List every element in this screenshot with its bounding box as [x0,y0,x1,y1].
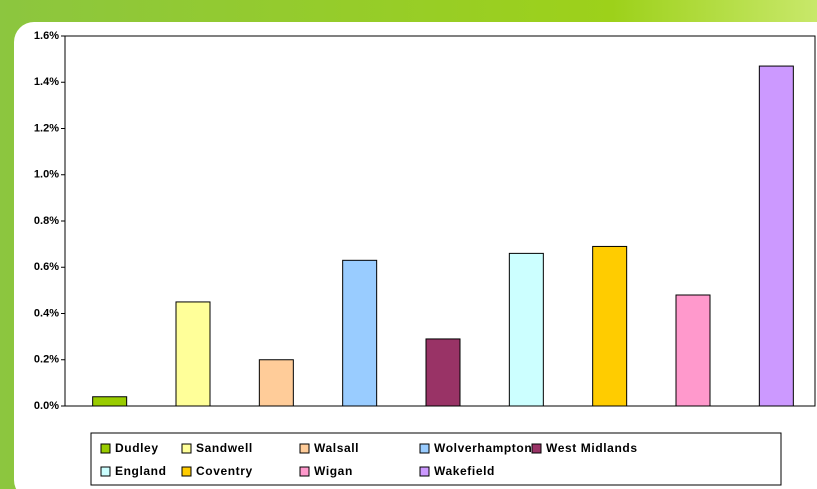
bar [425,338,461,407]
legend-label: Sandwell [196,441,253,455]
y-tick-label: 1.2% [34,122,59,134]
bar [258,359,294,407]
y-tick-label: 1.6% [34,30,59,42]
legend-label: Coventry [196,464,253,478]
y-tick-label: 1.4% [34,76,59,88]
legend-label: Dudley [115,441,159,455]
legend-swatch [531,443,542,454]
bar [342,259,378,407]
legend-label: Wolverhampton [434,441,532,455]
legend-label: West Midlands [546,441,638,455]
legend-label: Walsall [314,441,359,455]
bar [508,252,544,407]
legend [90,432,782,486]
bar [758,65,794,407]
y-tick-label: 0.0% [34,400,59,412]
legend-label: Wigan [314,464,353,478]
legend-swatch [299,443,310,454]
legend-swatch [419,443,430,454]
y-tick-label: 0.6% [34,261,59,273]
legend-label: England [115,464,167,478]
legend-swatch [419,466,430,477]
legend-swatch [181,466,192,477]
bar [675,294,711,407]
y-tick-label: 0.2% [34,354,59,366]
bar [92,396,128,407]
y-tick-label: 0.4% [34,307,59,319]
legend-swatch [181,443,192,454]
bar [592,245,628,407]
legend-swatch [100,443,111,454]
legend-label: Wakefield [434,464,495,478]
legend-swatch [100,466,111,477]
bar [175,301,211,407]
y-tick-label: 1.0% [34,169,59,181]
legend-swatch [299,466,310,477]
y-tick-label: 0.8% [34,215,59,227]
